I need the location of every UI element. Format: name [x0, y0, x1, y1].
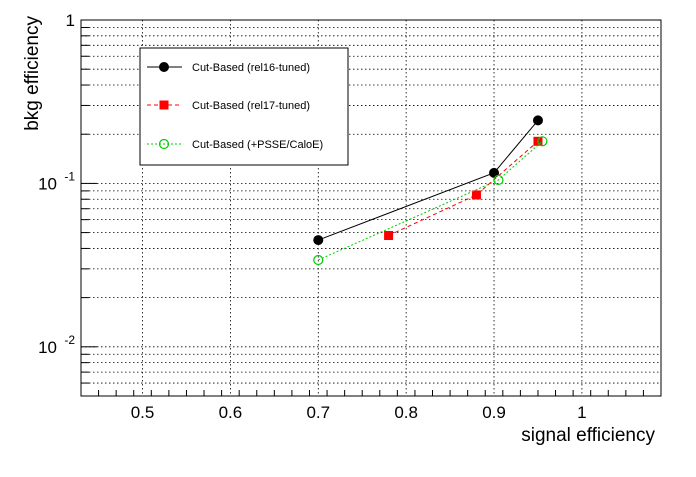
y-tick-label: 10	[38, 338, 57, 357]
series-3	[313, 136, 548, 266]
legend-label: Cut-Based (rel16-tuned)	[192, 62, 310, 74]
legend-entry-1: Cut-Based (rel16-tuned)	[147, 62, 310, 74]
marker-filled-circle	[159, 62, 169, 72]
y-axis-label: bkg efficiency	[22, 16, 43, 131]
y-tick-exponent: -2	[64, 333, 75, 347]
marker-filled-square	[471, 190, 481, 200]
marker-filled-circle	[313, 235, 324, 246]
series-1	[313, 115, 543, 246]
y-tick-label: 1	[66, 11, 75, 30]
series-line	[388, 140, 539, 236]
marker-filled-circle	[532, 115, 543, 126]
legend: Cut-Based (rel16-tuned) Cut-Based (rel17-…	[139, 47, 349, 166]
x-tick-label: 0.9	[482, 403, 506, 422]
y-tick-label: 10	[38, 174, 57, 193]
marker-open-circle	[537, 136, 548, 147]
series-line	[318, 140, 543, 261]
marker-filled-square	[159, 100, 169, 110]
marker-open-circle	[158, 138, 170, 150]
y-tick-exponent: -1	[64, 169, 75, 183]
marker-open-circle	[493, 174, 504, 186]
x-tick-label: 0.6	[219, 403, 243, 422]
plot-frame	[80, 19, 662, 397]
legend-label: Cut-Based (+PSSE/CaloE)	[192, 139, 323, 151]
series-2	[384, 136, 543, 240]
legend-label: Cut-Based (rel17-tuned)	[192, 100, 310, 112]
x-tick-label: 0.5	[131, 403, 155, 422]
x-tick-label: 1	[577, 403, 586, 422]
marker-filled-square	[384, 230, 394, 240]
x-tick-label: 0.7	[306, 403, 330, 422]
series-layer	[313, 115, 548, 266]
marker-open-circle	[313, 254, 324, 266]
axes: 0.5 0.6 0.7 0.8 0.9 1 1 10 -1 10 -2	[38, 11, 662, 422]
legend-entry-3: Cut-Based (+PSSE/CaloE)	[147, 138, 323, 151]
x-tick-label: 0.8	[394, 403, 418, 422]
legend-entry-2: Cut-Based (rel17-tuned)	[147, 100, 310, 112]
x-axis-label: signal efficiency	[521, 425, 655, 446]
series-line	[318, 120, 539, 241]
